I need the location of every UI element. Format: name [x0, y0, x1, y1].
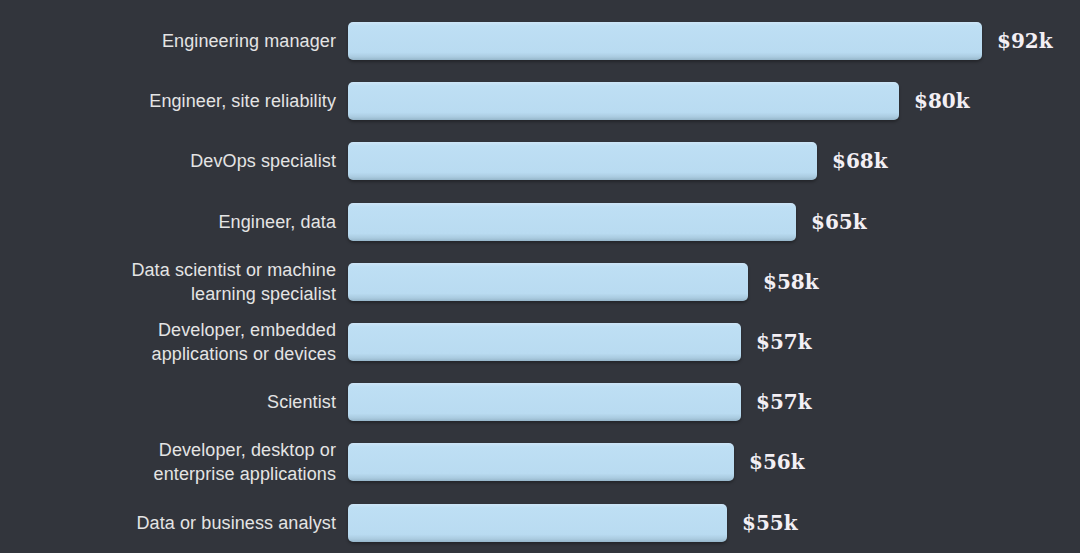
category-label: Data or business analyst — [0, 511, 336, 535]
bar — [348, 142, 817, 180]
bar — [348, 82, 899, 120]
category-label: DevOps specialist — [0, 149, 336, 173]
bar-area: $68k — [348, 142, 1080, 180]
category-label: Developer, desktop or enterprise applica… — [0, 438, 336, 486]
value-label: $57k — [756, 330, 812, 354]
value-label: $65k — [811, 210, 867, 234]
category-label: Scientist — [0, 390, 336, 414]
value-label: $58k — [763, 270, 819, 294]
bar — [348, 203, 796, 241]
category-label: Engineering manager — [0, 29, 336, 53]
bar-area: $92k — [348, 22, 1080, 60]
value-label: $57k — [756, 390, 812, 414]
value-label: $56k — [749, 450, 805, 474]
chart-row: Engineer, data $65k — [0, 192, 1080, 252]
chart-row: Developer, embedded applications or devi… — [0, 312, 1080, 372]
category-label: Developer, embedded applications or devi… — [0, 318, 336, 366]
bar-area: $65k — [348, 203, 1080, 241]
bar — [348, 443, 734, 481]
chart-row: Data scientist or machine learning speci… — [0, 252, 1080, 312]
value-label: $68k — [832, 149, 888, 173]
bar-area: $57k — [348, 323, 1080, 361]
bar — [348, 323, 741, 361]
chart-row: Engineering manager $92k — [0, 11, 1080, 71]
category-label: Data scientist or machine learning speci… — [0, 258, 336, 306]
category-label: Engineer, data — [0, 210, 336, 234]
chart-row: Scientist $57k — [0, 372, 1080, 432]
chart-row: Developer, desktop or enterprise applica… — [0, 432, 1080, 492]
bar — [348, 22, 982, 60]
chart-row: Engineer, site reliability $80k — [0, 71, 1080, 131]
bar — [348, 263, 748, 301]
bar-area: $57k — [348, 383, 1080, 421]
chart-row: DevOps specialist $68k — [0, 131, 1080, 191]
bar — [348, 383, 741, 421]
category-label: Engineer, site reliability — [0, 89, 336, 113]
bar-area: $58k — [348, 263, 1080, 301]
bar-area: $56k — [348, 443, 1080, 481]
bar-area: $80k — [348, 82, 1080, 120]
value-label: $55k — [742, 511, 798, 535]
bar — [348, 504, 727, 542]
value-label: $80k — [914, 89, 970, 113]
chart-row: Data or business analyst $55k — [0, 493, 1080, 553]
value-label: $92k — [997, 29, 1053, 53]
bar-area: $55k — [348, 504, 1080, 542]
salary-bar-chart: Engineering manager $92k Engineer, site … — [0, 0, 1080, 553]
